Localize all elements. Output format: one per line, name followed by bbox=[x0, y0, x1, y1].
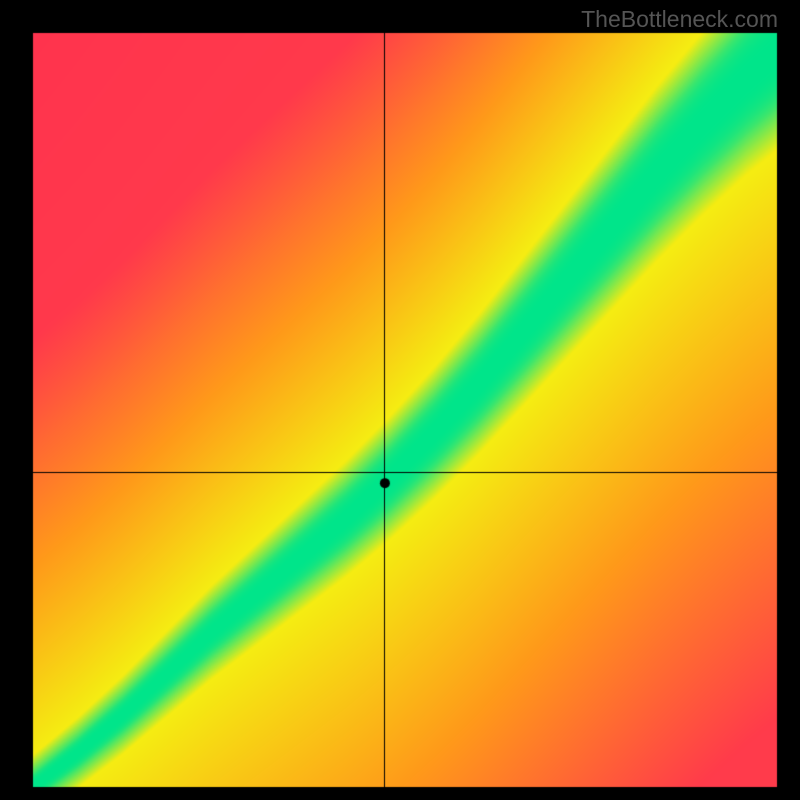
watermark-text: TheBottleneck.com bbox=[581, 6, 778, 33]
chart-container: TheBottleneck.com bbox=[0, 0, 800, 800]
bottleneck-heatmap-canvas bbox=[0, 0, 800, 800]
